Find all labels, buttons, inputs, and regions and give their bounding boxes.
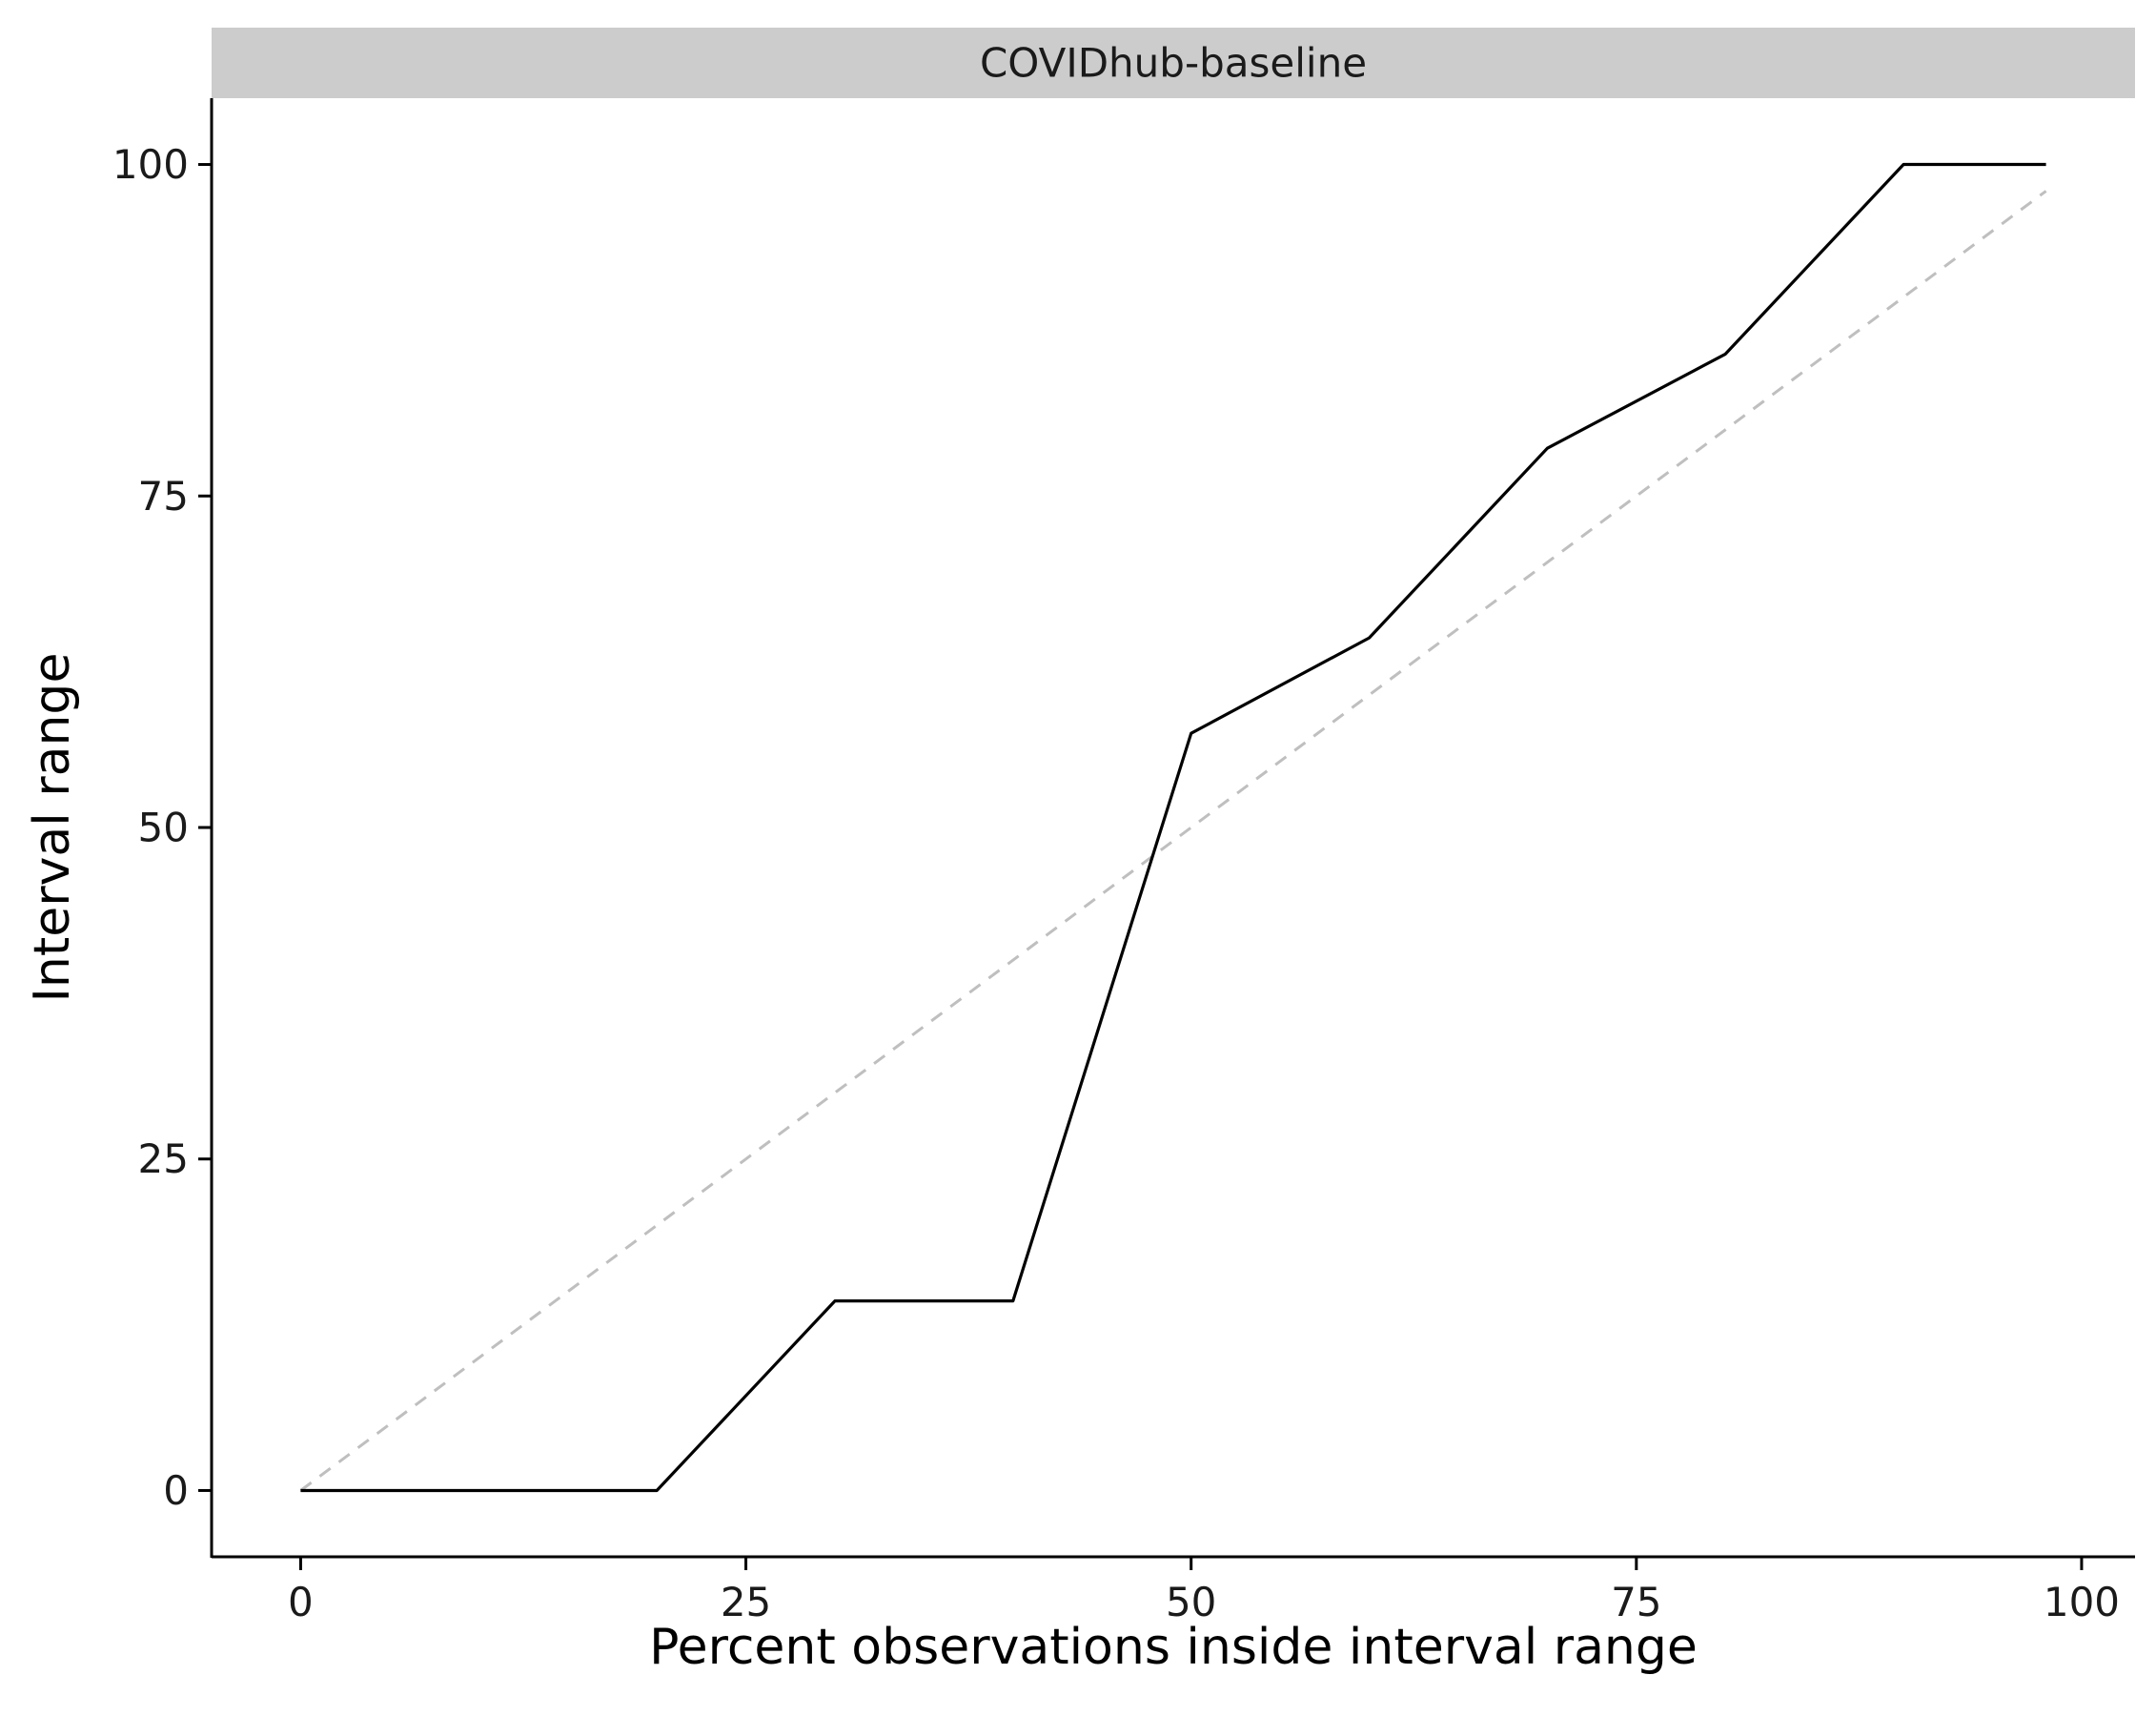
x-tick-label: 50 bbox=[1166, 1579, 1216, 1625]
y-tick-label: 100 bbox=[112, 141, 189, 188]
x-tick-label: 25 bbox=[721, 1579, 771, 1625]
plot-area bbox=[299, 162, 2047, 1493]
y-axis-ticks: 0 25 50 75 100 bbox=[112, 141, 212, 1514]
x-tick-label: 75 bbox=[1611, 1579, 1661, 1625]
panel-strip-label: COVIDhub-baseline bbox=[980, 40, 1367, 87]
y-axis-title: Interval range bbox=[24, 653, 81, 1003]
x-axis-ticks: 0 25 50 75 100 bbox=[288, 1557, 2120, 1625]
calibration-line bbox=[300, 162, 2046, 1493]
x-axis-title: Percent observations inside interval ran… bbox=[649, 1619, 1698, 1676]
y-tick-label: 75 bbox=[138, 473, 189, 520]
x-tick-label: 0 bbox=[288, 1579, 314, 1625]
reference-line bbox=[299, 190, 2047, 1492]
y-tick-label: 25 bbox=[138, 1135, 189, 1182]
y-tick-label: 0 bbox=[163, 1467, 189, 1514]
y-tick-label: 50 bbox=[138, 805, 189, 851]
x-tick-label: 100 bbox=[2044, 1579, 2120, 1625]
strip-background bbox=[212, 28, 2135, 98]
